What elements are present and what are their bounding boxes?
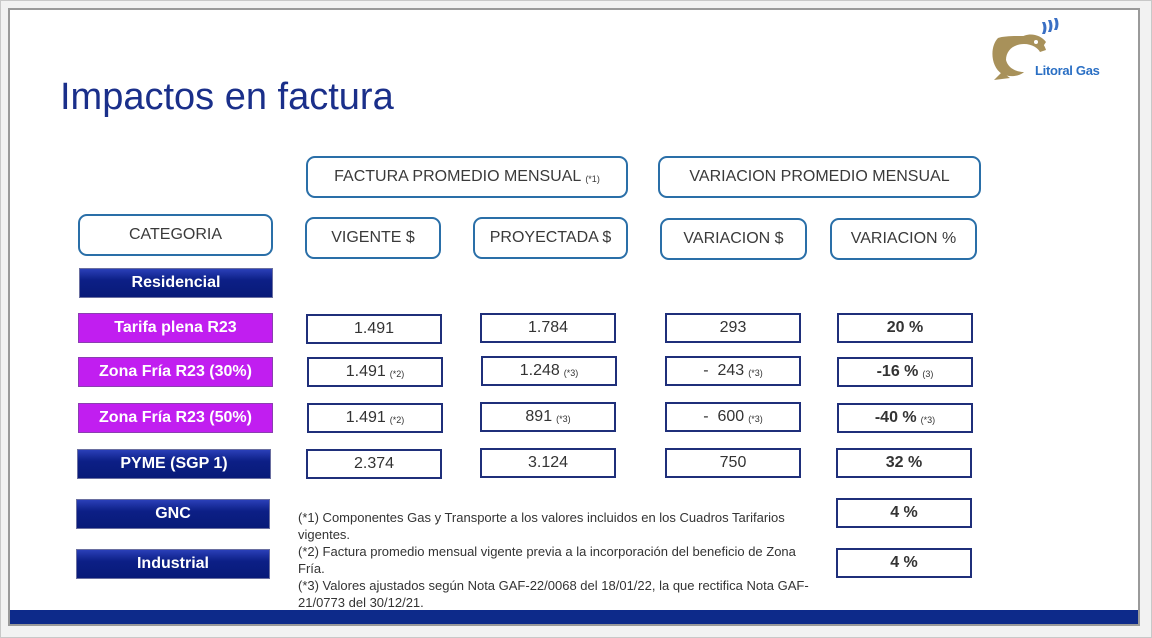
category-zona-fria-30: Zona Fría R23 (30%) — [78, 357, 273, 387]
value: 20 % — [886, 319, 924, 336]
header-categoria: CATEGORIA — [78, 214, 273, 256]
cell-proyectada: 1.784 — [480, 313, 616, 343]
category-tarifa-plena: Tarifa plena R23 — [78, 313, 273, 343]
value: 3.124 — [527, 454, 569, 471]
value: 1.491 — [345, 409, 386, 426]
value: - 243 — [703, 362, 745, 379]
category-residencial: Residencial — [79, 268, 273, 298]
footnote-ref: (*3) — [563, 368, 579, 378]
logo-text: Litoral Gas — [1035, 63, 1100, 78]
category-zona-fria-50: Zona Fría R23 (50%) — [78, 403, 273, 433]
header-proyectada: PROYECTADA $ — [473, 217, 628, 259]
value: 4 % — [890, 504, 918, 521]
cell-variacion-pct: 32 % — [836, 448, 972, 478]
cell-variacion: - 243 (*3) — [665, 356, 801, 386]
header-factura-note: (*1) — [585, 174, 600, 184]
cell-vigente: 1.491 (*2) — [307, 403, 443, 433]
value: - 600 — [703, 408, 745, 425]
header-vigente: VIGENTE $ — [305, 217, 441, 259]
cell-variacion: - 600 (*3) — [665, 402, 801, 432]
litoral-gas-logo-icon — [992, 18, 1059, 80]
value: 293 — [719, 319, 747, 336]
cell-variacion-pct: 4 % — [836, 548, 972, 578]
value: 2.374 — [353, 455, 395, 472]
header-variacion-label: VARIACION PROMEDIO MENSUAL — [689, 168, 950, 185]
cell-vigente: 1.491 — [306, 314, 442, 344]
cell-proyectada: 1.248 (*3) — [481, 356, 617, 386]
cell-variacion-pct: -16 % (3) — [837, 357, 973, 387]
header-factura-label: FACTURA PROMEDIO MENSUAL — [334, 168, 582, 185]
cell-vigente: 2.374 — [306, 449, 442, 479]
header-variacion-pesos: VARIACION $ — [660, 218, 807, 260]
cell-variacion-pct: 4 % — [836, 498, 972, 528]
value: -16 % — [876, 363, 919, 380]
value: 750 — [719, 454, 747, 471]
cell-variacion-pct: -40 % (*3) — [837, 403, 973, 433]
footnote-3: (*3) Valores ajustados según Nota GAF-22… — [298, 578, 809, 610]
footnote-ref: (*3) — [556, 414, 571, 424]
bottom-bar — [10, 610, 1138, 624]
header-variacion-pct: VARIACION % — [830, 218, 977, 260]
category-industrial: Industrial — [76, 549, 270, 579]
footnote-ref: (*3) — [748, 414, 763, 424]
value: 891 — [525, 408, 553, 425]
footnote-ref: (*2) — [389, 369, 405, 379]
footnote-ref: (*3) — [920, 415, 936, 425]
header-factura-promedio: FACTURA PROMEDIO MENSUAL (*1) — [306, 156, 628, 198]
header-variacion-promedio: VARIACION PROMEDIO MENSUAL — [658, 156, 981, 198]
page-title: Impactos en factura — [60, 76, 394, 118]
cell-variacion: 750 — [665, 448, 801, 478]
category-gnc: GNC — [76, 499, 270, 529]
footnote-ref: (*2) — [389, 415, 405, 425]
cell-variacion-pct: 20 % — [837, 313, 973, 343]
value: 1.784 — [527, 319, 569, 336]
cell-proyectada: 891 (*3) — [480, 402, 616, 432]
value: 1.248 — [519, 362, 560, 379]
footnote-ref: (*3) — [748, 368, 763, 378]
value: 4 % — [890, 554, 918, 571]
value: -40 % — [874, 409, 917, 426]
value: 1.491 — [353, 320, 395, 337]
value: 32 % — [885, 454, 923, 471]
footnote-2: (*2) Factura promedio mensual vigente pr… — [298, 544, 796, 576]
footnote-1: (*1) Componentes Gas y Transporte a los … — [298, 510, 785, 542]
footnote-ref: (3) — [922, 369, 934, 379]
footnotes: (*1) Componentes Gas y Transporte a los … — [298, 509, 818, 611]
category-pyme: PYME (SGP 1) — [77, 449, 271, 479]
cell-vigente: 1.491 (*2) — [307, 357, 443, 387]
value: 1.491 — [345, 363, 386, 380]
cell-proyectada: 3.124 — [480, 448, 616, 478]
cell-variacion: 293 — [665, 313, 801, 343]
